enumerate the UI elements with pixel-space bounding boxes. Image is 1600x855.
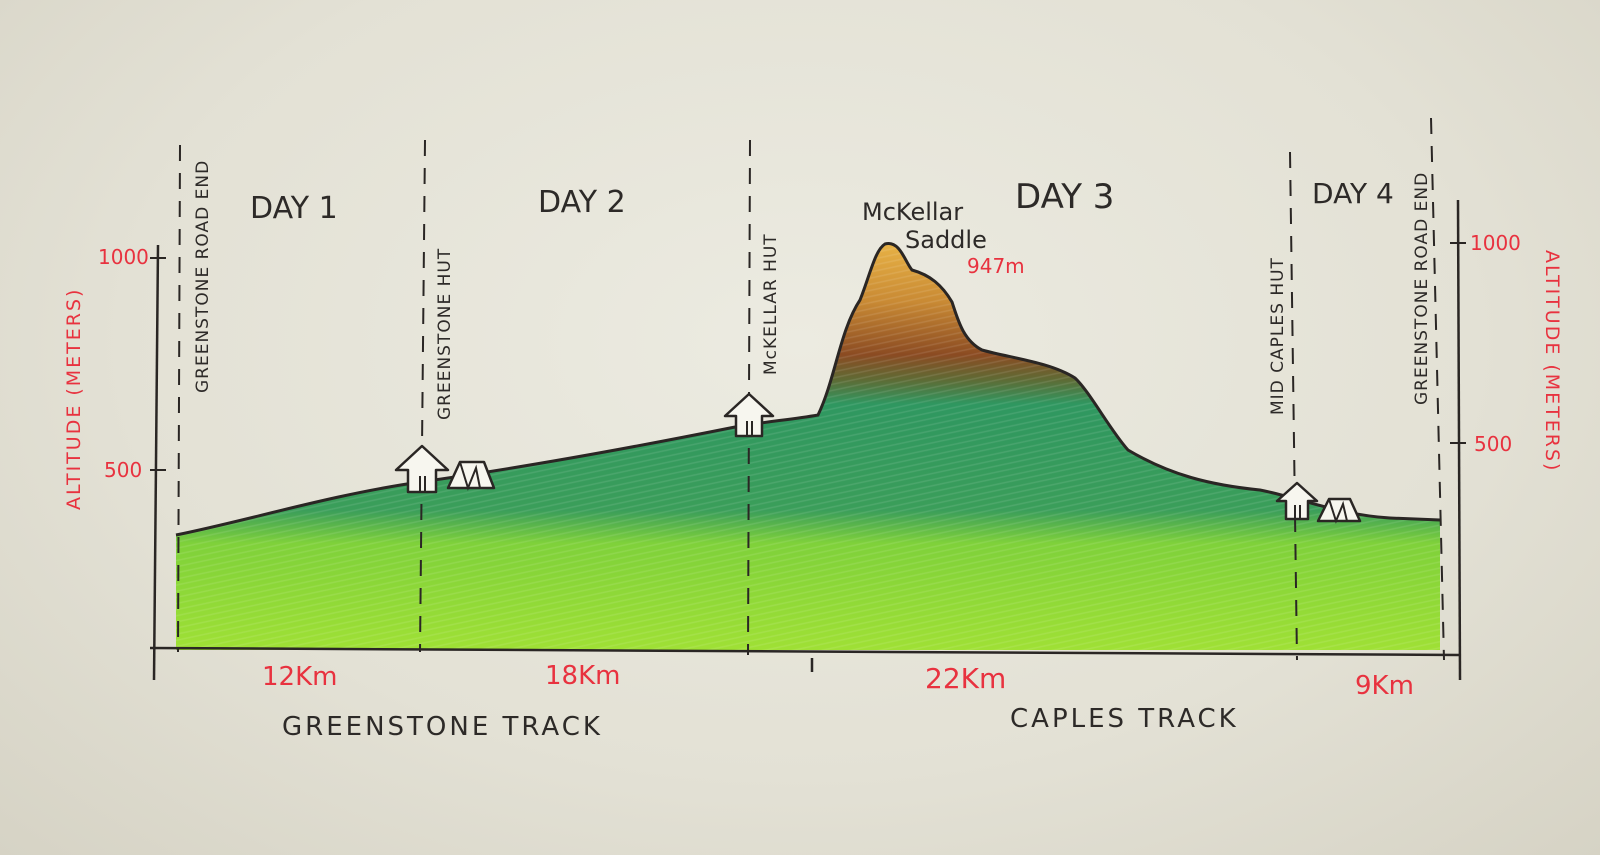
marker-line-mid-caples-hut [1289,151,1298,661]
location-label-end: GREENSTONE ROAD END [1412,172,1432,405]
hut-icon [394,444,450,494]
right-axis [1456,199,1462,681]
location-label-start: GREENSTONE ROAD END [193,160,213,393]
baseline-axis [149,646,1461,657]
left-tick-label-1000: 1000 [98,245,149,269]
left-tick-label-500: 500 [104,458,142,482]
right-axis-title: ALTITUDE (METERS) [1541,250,1563,472]
marker-line-start [177,144,181,653]
distance-label-day1: 12Km [262,662,337,692]
right-tick-label-500: 500 [1474,432,1512,456]
day-label-4: DAY 4 [1312,177,1394,210]
tent-icon [446,460,496,492]
hut-icon [723,392,775,438]
profile-line [175,242,1441,537]
peak-name-line2: Saddle [905,226,987,254]
hut-icon [1275,481,1319,521]
left-axis [152,244,160,681]
location-label-mckellar-hut: McKELLAR HUT [761,233,781,375]
peak-name-line1: McKellar [862,198,963,226]
day-label-3: DAY 3 [1015,177,1114,217]
location-markers [177,117,1445,661]
tent-icon [1316,497,1362,524]
marker-line-end [1430,117,1445,661]
marker-line-greenstone-hut [419,139,426,653]
left-axis-title: ALTITUDE (METERS) [63,288,85,510]
distance-label-day4: 9Km [1355,671,1414,701]
day-label-2: DAY 2 [538,185,626,220]
distance-label-day2: 18Km [545,661,620,691]
location-label-mid-caples-hut: MID CAPLES HUT [1268,257,1288,415]
right-tick-label-1000: 1000 [1470,231,1521,255]
terrain-texture [176,243,1440,650]
peak-elevation: 947m [967,254,1025,278]
distance-label-day3: 22Km [925,662,1006,695]
location-label-greenstone-hut: GREENSTONE HUT [435,248,455,420]
day-label-1: DAY 1 [250,191,338,226]
track-label-caples: CAPLES TRACK [1010,704,1239,734]
track-label-greenstone: GREENSTONE TRACK [282,712,603,742]
